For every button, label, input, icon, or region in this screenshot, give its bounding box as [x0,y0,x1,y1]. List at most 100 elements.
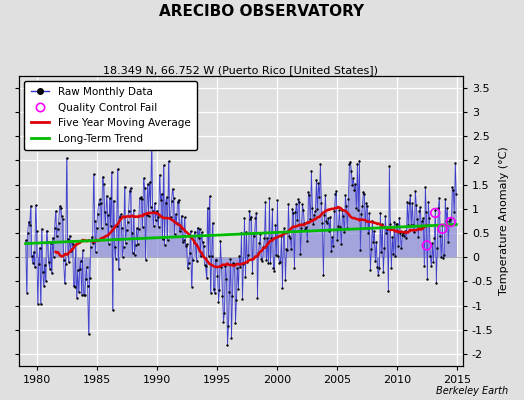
Point [117,225,126,232]
Point [198,239,206,246]
Point [241,215,249,222]
Point [452,191,461,198]
Point [424,198,432,205]
Point [199,243,208,249]
Point [255,240,264,246]
Point [396,230,405,236]
Point [112,256,120,262]
Point [381,213,389,220]
Point [23,289,31,296]
Point [363,203,372,209]
Point [245,208,254,214]
Point [270,268,279,274]
Point [252,210,260,216]
Point [298,201,307,208]
Point [409,222,418,229]
Point [362,200,370,206]
Point [305,192,313,198]
Point [75,266,84,272]
Point [373,264,381,270]
Point [237,229,246,236]
Point [358,203,367,210]
Point [322,218,331,224]
Point [370,228,378,234]
Point [167,198,176,205]
Point [238,296,247,302]
Point [92,224,101,231]
Point [359,188,367,195]
Point [256,231,265,237]
Point [45,259,53,265]
Point [161,200,170,207]
Point [425,214,433,221]
Point [221,263,230,269]
Point [37,226,46,232]
Point [408,200,417,206]
Point [70,284,79,290]
Point [368,217,377,224]
Point [57,205,65,212]
Point [385,163,394,170]
Point [302,224,311,230]
Point [392,221,400,227]
Point [105,195,114,201]
Point [128,250,137,256]
Point [283,247,292,253]
Point [106,223,115,229]
Point [210,290,219,296]
Point [189,238,198,245]
Point [202,274,211,281]
Point [73,267,82,274]
Point [160,242,169,248]
Point [122,240,130,246]
Point [263,257,271,264]
Point [266,260,275,266]
Point [230,260,238,266]
Point [393,221,401,228]
Point [188,257,196,264]
Point [436,232,444,239]
Point [387,265,396,272]
Point [272,252,281,258]
Point [280,225,289,232]
Point [80,292,89,298]
Legend: Raw Monthly Data, Quality Control Fail, Five Year Moving Average, Long-Term Tren: Raw Monthly Data, Quality Control Fail, … [25,81,196,150]
Point [333,237,342,243]
Point [219,293,227,300]
Point [21,237,30,244]
Title: 18.349 N, 66.752 W (Puerto Rico [United States]): 18.349 N, 66.752 W (Puerto Rico [United … [103,65,378,75]
Point [244,252,253,258]
Point [401,228,410,234]
Point [311,208,320,214]
Point [249,230,258,237]
Point [168,186,177,192]
Point [224,323,233,329]
Point [174,196,183,203]
Point [152,208,161,214]
Point [241,274,249,280]
Point [134,226,143,232]
Point [155,224,163,230]
Point [300,220,309,226]
Point [114,266,123,272]
Point [94,201,103,208]
Point [236,264,245,270]
Point [209,220,217,226]
Point [203,205,212,211]
Point [250,232,259,239]
Point [406,192,414,199]
Point [350,186,358,193]
Point [118,253,127,260]
Point [132,242,140,248]
Point [253,294,261,301]
Point [36,244,44,251]
Point [334,223,343,230]
Point [111,244,119,250]
Point [260,234,269,241]
Point [263,234,271,241]
Point [51,208,60,214]
Point [85,275,94,281]
Point [446,219,455,225]
Point [404,222,412,228]
Point [306,216,314,222]
